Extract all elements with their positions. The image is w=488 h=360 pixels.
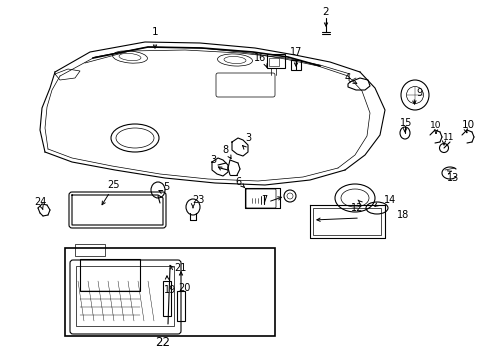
Text: 2: 2	[322, 7, 328, 17]
Text: 21: 21	[173, 263, 186, 273]
Text: 7: 7	[260, 195, 266, 205]
Text: 11: 11	[442, 132, 454, 141]
Text: 1: 1	[151, 27, 158, 37]
Bar	[266, 54, 285, 68]
Text: 18: 18	[396, 210, 408, 220]
Bar	[268, 58, 279, 66]
Bar	[312, 208, 380, 235]
Text: 12: 12	[350, 203, 363, 213]
Text: 23: 23	[191, 195, 204, 205]
Text: 5: 5	[163, 182, 169, 192]
Text: 16: 16	[253, 53, 265, 63]
Text: 22: 22	[155, 336, 170, 348]
Text: 24: 24	[34, 197, 46, 207]
Text: 13: 13	[446, 173, 458, 183]
Bar	[65, 248, 274, 336]
Text: 25: 25	[106, 180, 119, 190]
Text: 17: 17	[289, 47, 302, 57]
Bar	[177, 291, 184, 321]
Bar	[163, 281, 171, 316]
Bar	[80, 259, 140, 291]
Bar	[290, 60, 301, 70]
Text: 15: 15	[399, 118, 411, 128]
Text: 20: 20	[178, 283, 190, 293]
Text: 3: 3	[209, 155, 216, 165]
Bar	[75, 244, 105, 256]
Text: 6: 6	[234, 177, 241, 187]
Bar	[76, 266, 174, 326]
Text: 10: 10	[461, 120, 473, 130]
Text: 19: 19	[163, 285, 176, 295]
Text: 10: 10	[429, 121, 441, 130]
Text: 14: 14	[383, 195, 395, 205]
Text: 9: 9	[415, 88, 421, 98]
Text: 3: 3	[244, 133, 250, 143]
Text: 4: 4	[344, 73, 350, 83]
Text: 8: 8	[222, 145, 227, 155]
